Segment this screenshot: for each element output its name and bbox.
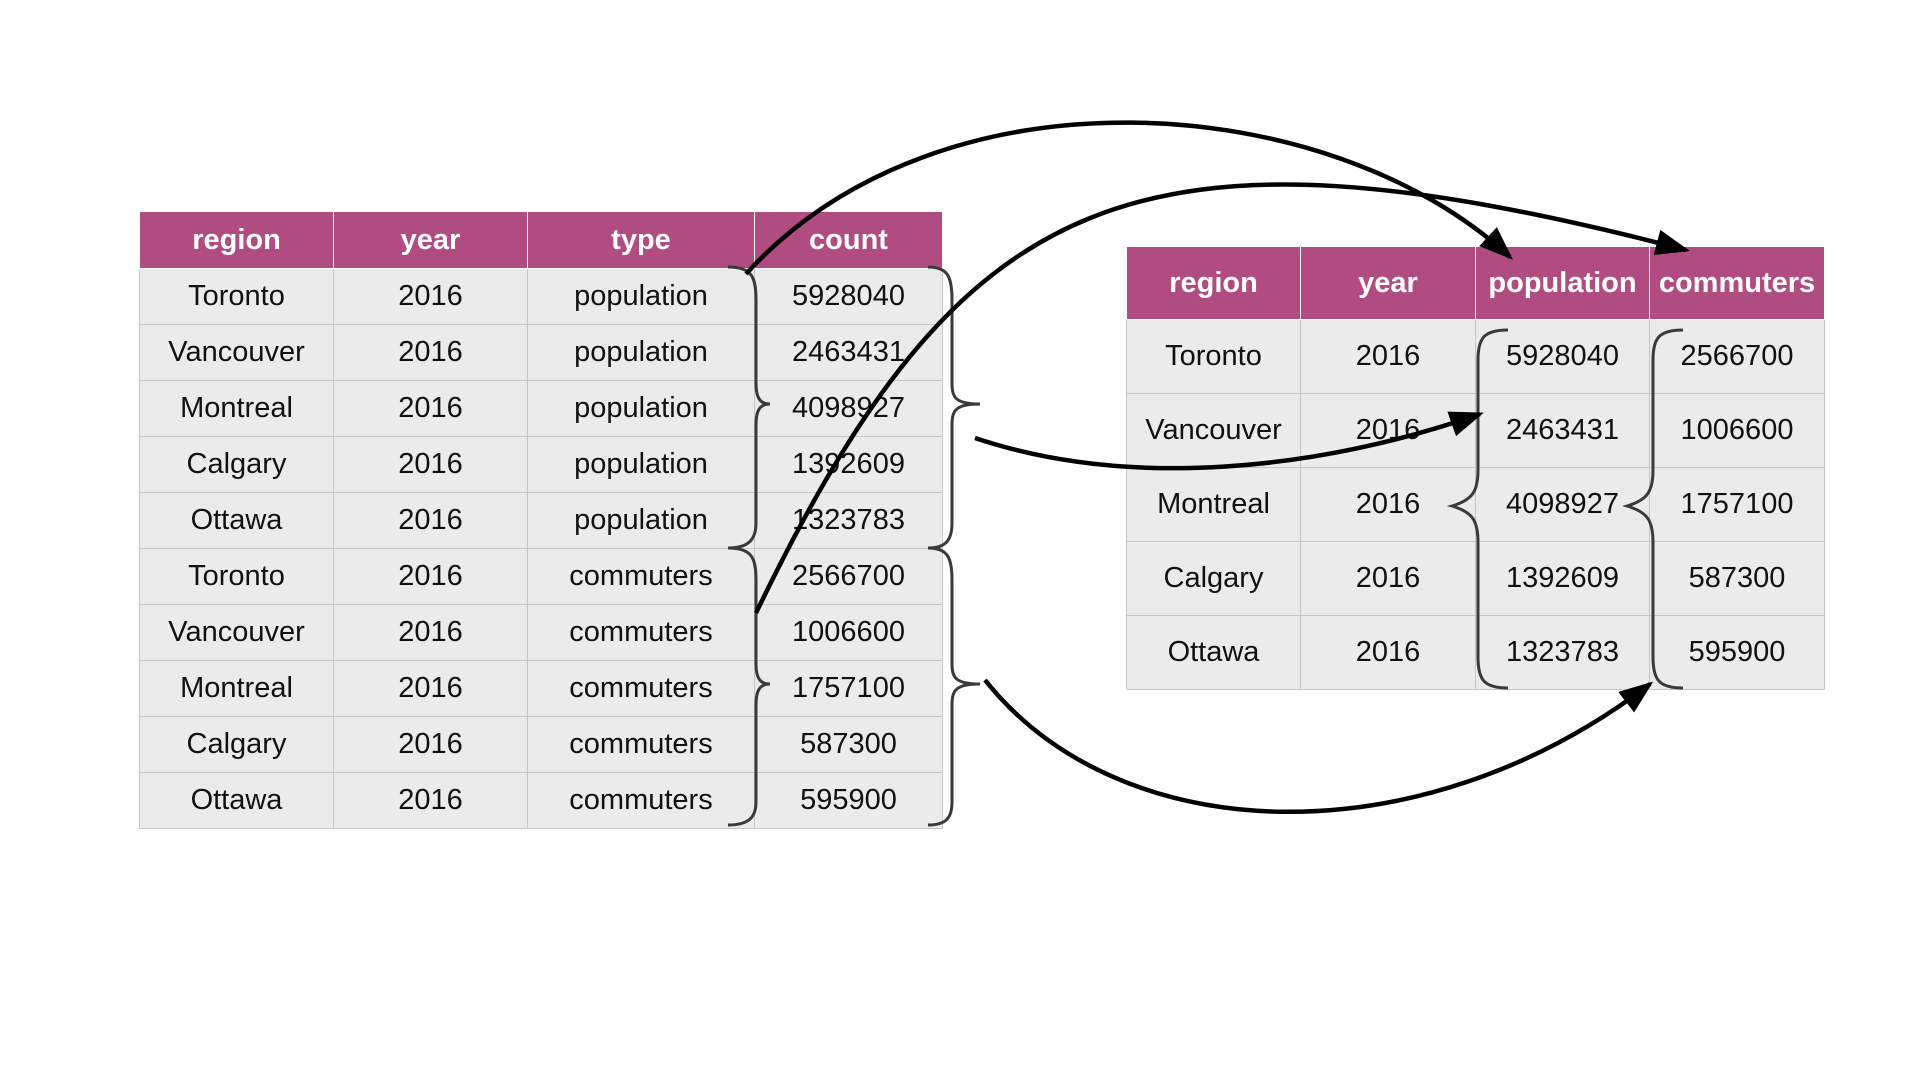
region-cell: Vancouver — [1126, 393, 1301, 468]
type-cell: commuters — [527, 548, 755, 605]
region-cell: Toronto — [139, 268, 334, 325]
region-cell: Toronto — [139, 548, 334, 605]
wide-col-header-commuters: commuters — [1649, 246, 1825, 320]
count-cell: 4098927 — [754, 380, 943, 437]
long-col-header-year: year — [333, 211, 528, 269]
year-cell: 2016 — [333, 380, 528, 437]
year-cell: 2016 — [1300, 467, 1476, 542]
region-cell: Ottawa — [139, 492, 334, 549]
year-cell: 2016 — [333, 492, 528, 549]
type-cell: population — [527, 268, 755, 325]
year-cell: 2016 — [333, 268, 528, 325]
wide-col-header-region: region — [1126, 246, 1301, 320]
year-cell: 2016 — [333, 604, 528, 661]
long-col-header-region: region — [139, 211, 334, 269]
region-cell: Montreal — [139, 660, 334, 717]
wide-col-header-population: population — [1475, 246, 1650, 320]
region-cell: Calgary — [1126, 541, 1301, 616]
population-cell: 2463431 — [1475, 393, 1650, 468]
table-row: Vancouver 2016 commuters 1006600 — [139, 604, 943, 661]
type-cell: population — [527, 492, 755, 549]
table-row: Toronto 2016 5928040 2566700 — [1126, 319, 1825, 394]
table-row: Toronto 2016 commuters 2566700 — [139, 548, 943, 605]
table-row: Calgary 2016 population 1392609 — [139, 436, 943, 493]
long-col-header-type: type — [527, 211, 755, 269]
year-cell: 2016 — [1300, 319, 1476, 394]
year-cell: 2016 — [333, 772, 528, 829]
population-cell: 1323783 — [1475, 615, 1650, 690]
long-format-table: region year type count Toronto 2016 popu… — [139, 211, 943, 829]
table-row: Vancouver 2016 population 2463431 — [139, 324, 943, 381]
count-cell: 587300 — [754, 716, 943, 773]
commuters-cell: 587300 — [1649, 541, 1825, 616]
arrow-count-commuters-to-commuters-values — [983, 678, 1654, 815]
type-cell: population — [527, 380, 755, 437]
commuters-cell: 595900 — [1649, 615, 1825, 690]
year-cell: 2016 — [333, 716, 528, 773]
table-row: Vancouver 2016 2463431 1006600 — [1126, 393, 1825, 468]
table-row: Calgary 2016 1392609 587300 — [1126, 541, 1825, 616]
table-row: Ottawa 2016 population 1323783 — [139, 492, 943, 549]
commuters-cell: 2566700 — [1649, 319, 1825, 394]
region-cell: Vancouver — [139, 604, 334, 661]
count-cell: 1392609 — [754, 436, 943, 493]
table-row: Montreal 2016 population 4098927 — [139, 380, 943, 437]
count-cell: 595900 — [754, 772, 943, 829]
table-row: Ottawa 2016 1323783 595900 — [1126, 615, 1825, 690]
count-cell: 5928040 — [754, 268, 943, 325]
region-cell: Calgary — [139, 716, 334, 773]
region-cell: Ottawa — [139, 772, 334, 829]
region-cell: Toronto — [1126, 319, 1301, 394]
wide-format-table: region year population commuters Toronto… — [1126, 246, 1825, 690]
table-row: Montreal 2016 commuters 1757100 — [139, 660, 943, 717]
region-cell: Ottawa — [1126, 615, 1301, 690]
region-cell: Calgary — [139, 436, 334, 493]
table-row: Toronto 2016 population 5928040 — [139, 268, 943, 325]
wide-col-header-year: year — [1300, 246, 1476, 320]
type-cell: commuters — [527, 604, 755, 661]
year-cell: 2016 — [333, 436, 528, 493]
population-cell: 1392609 — [1475, 541, 1650, 616]
long-col-header-count: count — [754, 211, 943, 269]
year-cell: 2016 — [1300, 615, 1476, 690]
population-cell: 4098927 — [1475, 467, 1650, 542]
table-row: Ottawa 2016 commuters 595900 — [139, 772, 943, 829]
year-cell: 2016 — [333, 324, 528, 381]
count-cell: 1006600 — [754, 604, 943, 661]
region-cell: Vancouver — [139, 324, 334, 381]
region-cell: Montreal — [139, 380, 334, 437]
count-cell: 2566700 — [754, 548, 943, 605]
type-cell: population — [527, 436, 755, 493]
table-row: Montreal 2016 4098927 1757100 — [1126, 467, 1825, 542]
commuters-cell: 1757100 — [1649, 467, 1825, 542]
wide-table-header-row: region year population commuters — [1126, 246, 1825, 320]
year-cell: 2016 — [1300, 541, 1476, 616]
region-cell: Montreal — [1126, 467, 1301, 542]
table-row: Calgary 2016 commuters 587300 — [139, 716, 943, 773]
commuters-cell: 1006600 — [1649, 393, 1825, 468]
count-cell: 2463431 — [754, 324, 943, 381]
long-table-header-row: region year type count — [139, 211, 943, 269]
type-cell: commuters — [527, 660, 755, 717]
population-cell: 5928040 — [1475, 319, 1650, 394]
type-cell: commuters — [527, 772, 755, 829]
type-cell: commuters — [527, 716, 755, 773]
year-cell: 2016 — [333, 548, 528, 605]
count-cell: 1757100 — [754, 660, 943, 717]
year-cell: 2016 — [333, 660, 528, 717]
type-cell: population — [527, 324, 755, 381]
year-cell: 2016 — [1300, 393, 1476, 468]
count-cell: 1323783 — [754, 492, 943, 549]
